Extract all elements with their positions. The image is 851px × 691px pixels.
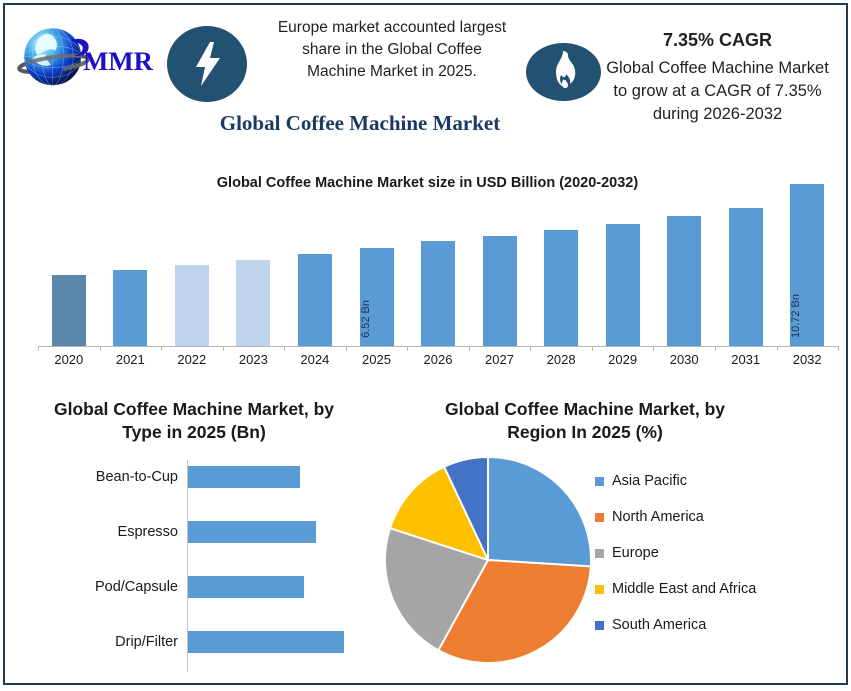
svg-text:MMR: MMR [83, 46, 154, 76]
